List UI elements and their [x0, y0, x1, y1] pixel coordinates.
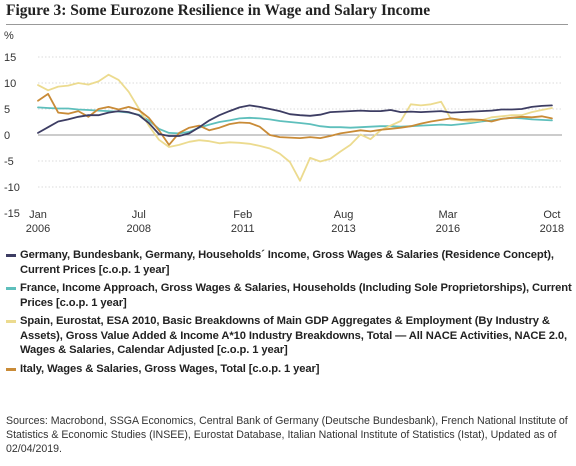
legend-item: France, Income Approach, Gross Wages & S… — [6, 281, 572, 310]
legend-label: France, Income Approach, Gross Wages & S… — [20, 282, 572, 309]
legend-swatch — [6, 287, 16, 290]
series-line-italy — [37, 93, 553, 146]
chart-legend: Germany, Bundesbank, Germany, Households… — [6, 248, 572, 380]
y-tick-label: -15 — [4, 208, 20, 220]
x-tick-label: Jul — [132, 209, 146, 221]
x-tick-label: 2013 — [331, 223, 355, 235]
x-tick-label: Jan — [29, 209, 47, 221]
sources-note: Sources: Macrobond, SSGA Economics, Cent… — [6, 415, 568, 455]
y-axis-unit-label: % — [4, 30, 14, 42]
series-line-spain — [37, 73, 553, 182]
legend-label: Spain, Eurostat, ESA 2010, Basic Breakdo… — [20, 315, 568, 356]
legend-swatch — [6, 367, 16, 371]
figure-title: Figure 3: Some Eurozone Resilience in Wa… — [6, 2, 431, 19]
legend-item: Germany, Bundesbank, Germany, Households… — [6, 248, 572, 277]
x-tick-label: 2006 — [26, 223, 50, 235]
x-tick-label: 2018 — [540, 223, 564, 235]
legend-swatch — [6, 254, 16, 257]
x-tick-labels: Jan 2006 Jul 2008 Feb 2011 Aug 2013 Mar 2016 Oct 20… — [26, 209, 564, 235]
legend-label: Germany, Bundesbank, Germany, Households… — [20, 249, 554, 276]
gridlines — [38, 56, 562, 188]
legend-item: Italy, Wages & Salaries, Gross Wages, To… — [6, 362, 572, 377]
legend-swatch — [6, 320, 16, 323]
x-tick-label: 2008 — [127, 223, 151, 235]
x-tick-label: 2016 — [436, 223, 460, 235]
y-tick-label: 5 — [4, 104, 10, 116]
title-divider — [6, 24, 568, 25]
x-tick-label: 2011 — [231, 223, 255, 235]
x-tick-label: Mar — [438, 209, 457, 221]
series-lines — [37, 73, 553, 182]
line-chart: 15 10 5 0 -5 -10 -15 Jan 2006 Jul 2008 Feb 2011 Aug 2… — [4, 30, 564, 235]
legend-item: Spain, Eurostat, ESA 2010, Basic Breakdo… — [6, 314, 572, 358]
y-tick-label: -10 — [4, 182, 20, 194]
y-tick-labels: 15 10 5 0 -5 -10 -15 — [4, 52, 20, 220]
x-tick-label: Oct — [543, 209, 560, 221]
x-tick-label: Aug — [334, 209, 354, 221]
y-tick-label: -5 — [4, 156, 14, 168]
legend-label: Italy, Wages & Salaries, Gross Wages, To… — [20, 362, 320, 375]
series-line-germany — [37, 104, 553, 137]
y-tick-label: 0 — [4, 130, 10, 142]
y-tick-label: 15 — [4, 52, 16, 64]
x-tick-label: Feb — [233, 209, 252, 221]
y-tick-label: 10 — [4, 78, 16, 90]
